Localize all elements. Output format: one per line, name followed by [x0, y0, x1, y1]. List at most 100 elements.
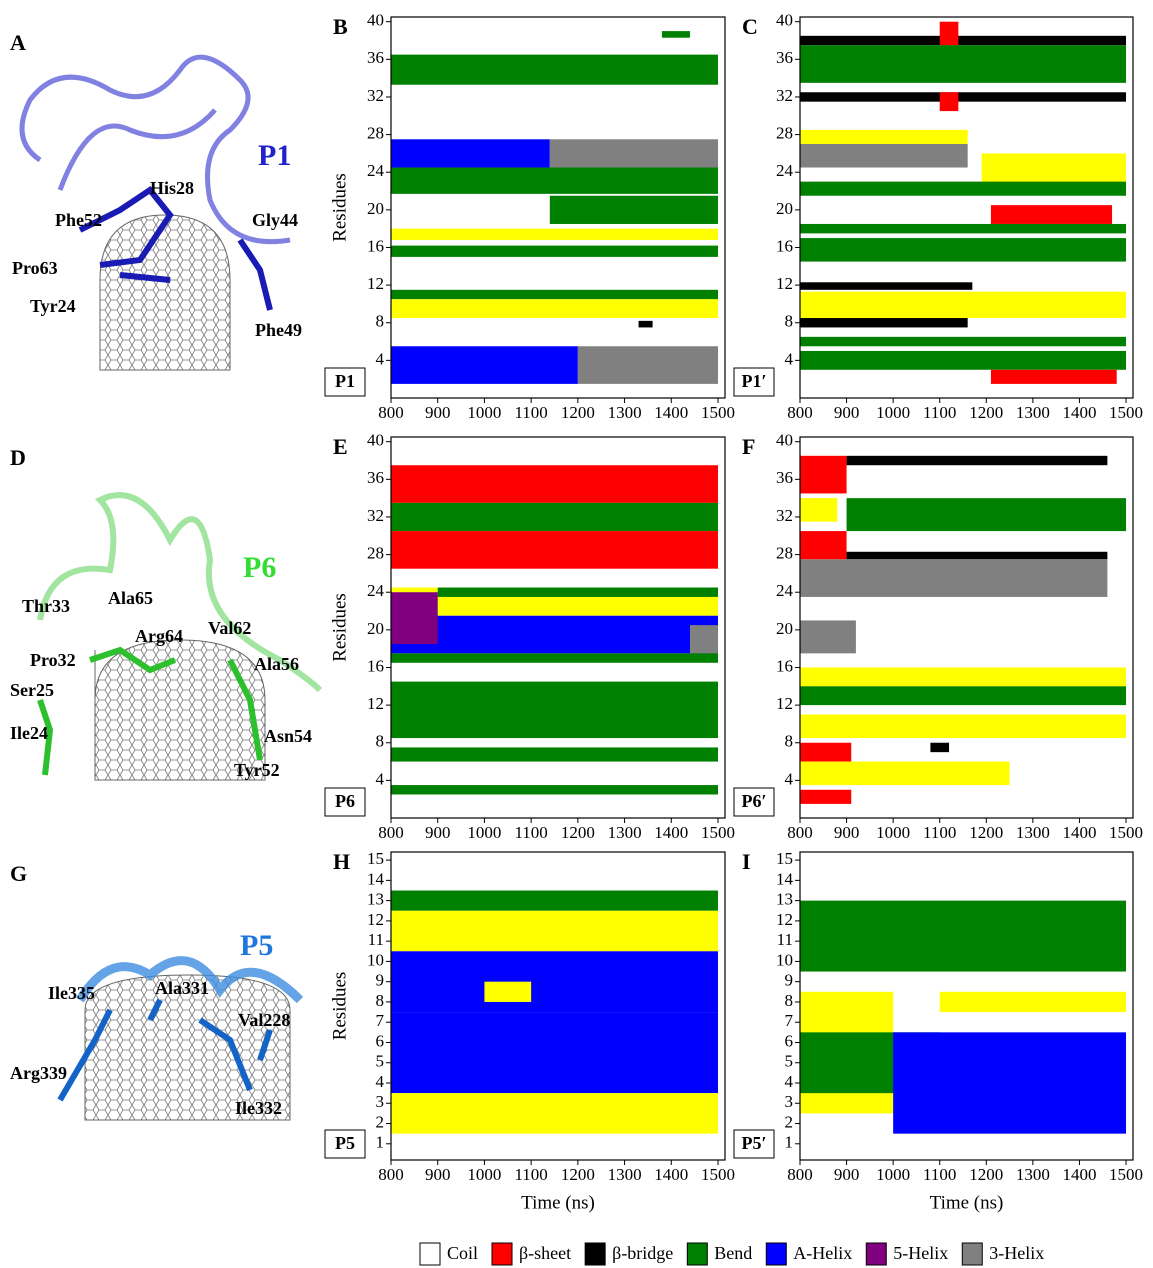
- y-tick-label: 28: [367, 123, 384, 142]
- structure-block: [800, 224, 1126, 233]
- x-axis-label: Time (ns): [521, 1192, 595, 1213]
- residue-label: Arg339: [10, 1063, 67, 1083]
- x-tick-label: 1000: [876, 823, 910, 842]
- panel-letter: A: [10, 30, 26, 55]
- y-tick-label: 14: [776, 869, 794, 888]
- structure-block: [550, 196, 718, 224]
- x-tick-label: 1400: [1062, 1165, 1096, 1184]
- x-tick-label: 800: [378, 1165, 404, 1184]
- structure-block: [391, 747, 718, 761]
- y-tick-label: 8: [376, 732, 385, 751]
- x-tick-label: 1300: [1016, 403, 1050, 422]
- y-tick-label: 12: [776, 274, 793, 293]
- x-tick-label: 1500: [701, 823, 735, 842]
- structure-block: [391, 229, 718, 240]
- peptide-title: P1: [258, 139, 291, 172]
- y-tick-label: 28: [367, 543, 384, 562]
- legend-label: β-bridge: [612, 1243, 673, 1263]
- x-tick-label: 1300: [608, 823, 642, 842]
- x-tick-label: 1500: [1109, 823, 1143, 842]
- y-tick-label: 1: [376, 1133, 385, 1152]
- residue-label: Ala331: [155, 978, 209, 998]
- x-axis-label: Time (ns): [930, 1192, 1004, 1213]
- y-tick-label: 28: [776, 123, 793, 142]
- y-tick-label: 8: [785, 732, 794, 751]
- structure-block: [690, 625, 718, 653]
- y-tick-label: 11: [777, 930, 793, 949]
- structure-block: [391, 653, 718, 662]
- figure: AP1His28Phe52Gly44Pro63Tyr24Phe49DP6Thr3…: [0, 0, 1153, 1268]
- x-tick-label: 1100: [923, 403, 956, 422]
- y-tick-label: 15: [776, 849, 793, 868]
- y-tick-label: 6: [376, 1031, 385, 1050]
- structure-block: [800, 456, 847, 494]
- y-tick-label: 8: [376, 991, 385, 1010]
- y-tick-label: 16: [367, 656, 384, 675]
- structure-block: [800, 901, 1126, 972]
- x-tick-label: 1000: [876, 403, 910, 422]
- y-tick-label: 4: [376, 349, 385, 368]
- structure-block: [800, 318, 968, 327]
- y-tick-label: 16: [367, 236, 384, 255]
- x-tick-label: 1400: [654, 1165, 688, 1184]
- structure-block: [940, 92, 959, 111]
- x-tick-label: 1500: [1109, 403, 1143, 422]
- x-tick-label: 800: [378, 823, 404, 842]
- structure-block: [578, 346, 718, 384]
- x-tick-label: 1500: [1109, 1165, 1143, 1184]
- structure-block: [800, 282, 972, 290]
- y-tick-label: 20: [776, 619, 793, 638]
- structure-block: [800, 790, 851, 804]
- x-tick-label: 1400: [654, 823, 688, 842]
- x-tick-label: 1400: [1062, 823, 1096, 842]
- y-tick-label: 24: [776, 161, 794, 180]
- structure-block: [391, 503, 718, 531]
- x-tick-label: 1400: [1062, 403, 1096, 422]
- structure-block: [391, 1012, 718, 1093]
- legend-label: β-sheet: [519, 1243, 571, 1263]
- legend-label: Bend: [714, 1243, 752, 1263]
- x-tick-label: 1400: [654, 403, 688, 422]
- y-tick-label: 36: [367, 48, 384, 67]
- tag: P5′: [741, 1133, 766, 1153]
- y-tick-label: 24: [776, 581, 794, 600]
- residue-label: Ile335: [48, 983, 95, 1003]
- structure-block: [391, 951, 718, 1012]
- x-tick-label: 900: [834, 1165, 860, 1184]
- panel-letter: C: [742, 14, 758, 39]
- y-axis-label: Residues: [329, 972, 350, 1041]
- x-tick-label: 800: [787, 823, 813, 842]
- residue-label: Ala56: [254, 654, 299, 674]
- y-tick-label: 40: [367, 11, 384, 30]
- y-tick-label: 32: [367, 506, 384, 525]
- y-tick-label: 9: [376, 971, 385, 990]
- residue-label: Ile24: [10, 723, 48, 743]
- structure-block: [391, 299, 718, 318]
- structure-block: [800, 337, 1126, 346]
- y-tick-label: 40: [776, 11, 793, 30]
- structure-block: [800, 498, 837, 522]
- structure-block: [800, 667, 1126, 686]
- y-tick-label: 5: [785, 1052, 794, 1071]
- y-tick-label: 12: [776, 910, 793, 929]
- y-tick-label: 4: [785, 1072, 794, 1091]
- panel-letter: E: [333, 434, 348, 459]
- y-tick-label: 3: [785, 1092, 794, 1111]
- structure-block: [800, 292, 1126, 318]
- structure-block: [940, 22, 959, 46]
- legend-label: 3-Helix: [989, 1243, 1044, 1263]
- x-tick-label: 900: [425, 1165, 451, 1184]
- x-tick-label: 900: [834, 823, 860, 842]
- y-tick-label: 8: [785, 312, 794, 331]
- structure-block: [991, 205, 1112, 224]
- y-tick-label: 16: [776, 656, 793, 675]
- y-tick-label: 12: [367, 910, 384, 929]
- structure-block: [800, 762, 1010, 786]
- x-tick-label: 1200: [969, 1165, 1003, 1184]
- residue-label: His28: [150, 178, 194, 198]
- residue-label: Tyr52: [234, 760, 280, 780]
- residue-label: Phe52: [55, 210, 102, 230]
- structure-block: [391, 592, 438, 644]
- x-tick-label: 1000: [467, 403, 501, 422]
- x-tick-label: 1300: [608, 403, 642, 422]
